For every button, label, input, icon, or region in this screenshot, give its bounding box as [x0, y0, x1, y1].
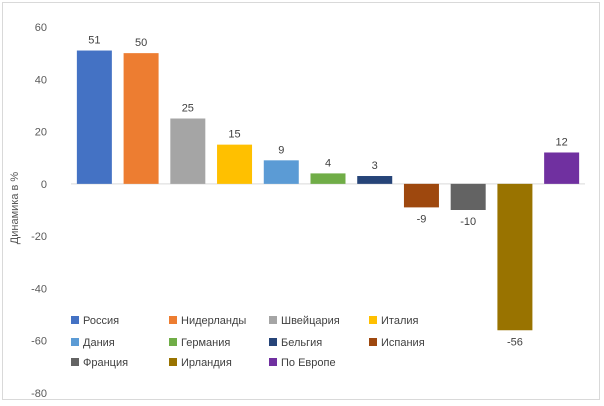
data-labels: 51 50 25 15 9 4 3 -9 -10 -56 12	[88, 35, 568, 349]
legend-label: Бельгия	[281, 337, 322, 349]
data-label: 15	[228, 129, 240, 141]
bar-6	[310, 173, 346, 184]
chart-frame: Динамика в % 60 40 20 0 -20 -40 -60 -80 51 50 25 1…	[2, 2, 600, 400]
legend-label: Швейцария	[281, 315, 340, 327]
legend-label: Нидерланды	[181, 315, 246, 327]
data-label: 12	[556, 136, 568, 148]
data-label: -56	[507, 336, 523, 348]
legend-swatch	[369, 338, 377, 346]
legend-swatch	[269, 338, 277, 346]
data-label: -10	[460, 216, 476, 228]
data-label: 4	[325, 157, 331, 169]
legend-label: Германия	[181, 337, 230, 349]
bar-1	[76, 50, 112, 184]
bar-5	[263, 160, 299, 184]
data-label: 50	[135, 37, 147, 49]
legend-label: Франция	[83, 357, 128, 369]
y-tick-label: -80	[31, 388, 47, 400]
bar-11	[544, 152, 580, 184]
legend-swatch	[169, 338, 177, 346]
legend-swatch	[169, 316, 177, 324]
y-tick-label: -40	[31, 283, 47, 295]
legend-swatch	[71, 338, 79, 346]
bar-2	[123, 53, 159, 184]
data-label: 51	[88, 35, 100, 47]
legend-label: Россия	[83, 315, 119, 327]
legend-swatch	[71, 358, 79, 366]
y-axis-ticks: 60 40 20 0 -20 -40 -60 -80	[31, 22, 47, 400]
y-tick-label: 60	[35, 22, 47, 34]
legend-swatch	[269, 316, 277, 324]
legend-label: По Европе	[281, 357, 336, 369]
bar-8	[403, 183, 439, 208]
bars	[76, 50, 580, 331]
data-label: 25	[182, 103, 194, 115]
legend-label: Дания	[83, 337, 115, 349]
y-tick-label: -60	[31, 336, 47, 348]
bar-10	[497, 183, 533, 331]
bar-3	[170, 118, 206, 184]
y-axis-title: Динамика в %	[9, 172, 21, 245]
legend-label: Ирландия	[181, 357, 232, 369]
legend-swatch	[169, 358, 177, 366]
data-label: 9	[278, 144, 284, 156]
bar-4	[217, 144, 253, 184]
legend-label: Испания	[381, 337, 425, 349]
data-label: -9	[417, 213, 427, 225]
legend-swatch	[269, 358, 277, 366]
bar-chart: Динамика в % 60 40 20 0 -20 -40 -60 -80 51 50 25 1…	[9, 22, 585, 400]
bar-7	[357, 176, 393, 184]
y-tick-label: 20	[35, 127, 47, 139]
y-tick-label: -20	[31, 231, 47, 243]
legend-swatch	[71, 316, 79, 324]
y-tick-label: 40	[35, 74, 47, 86]
legend-label: Италия	[381, 315, 419, 327]
legend: Россия Нидерланды Швейцария Италия Дания Герм…	[71, 315, 425, 369]
bar-9	[450, 183, 486, 210]
y-tick-label: 0	[41, 179, 47, 191]
legend-swatch	[369, 316, 377, 324]
data-label: 3	[372, 160, 378, 172]
